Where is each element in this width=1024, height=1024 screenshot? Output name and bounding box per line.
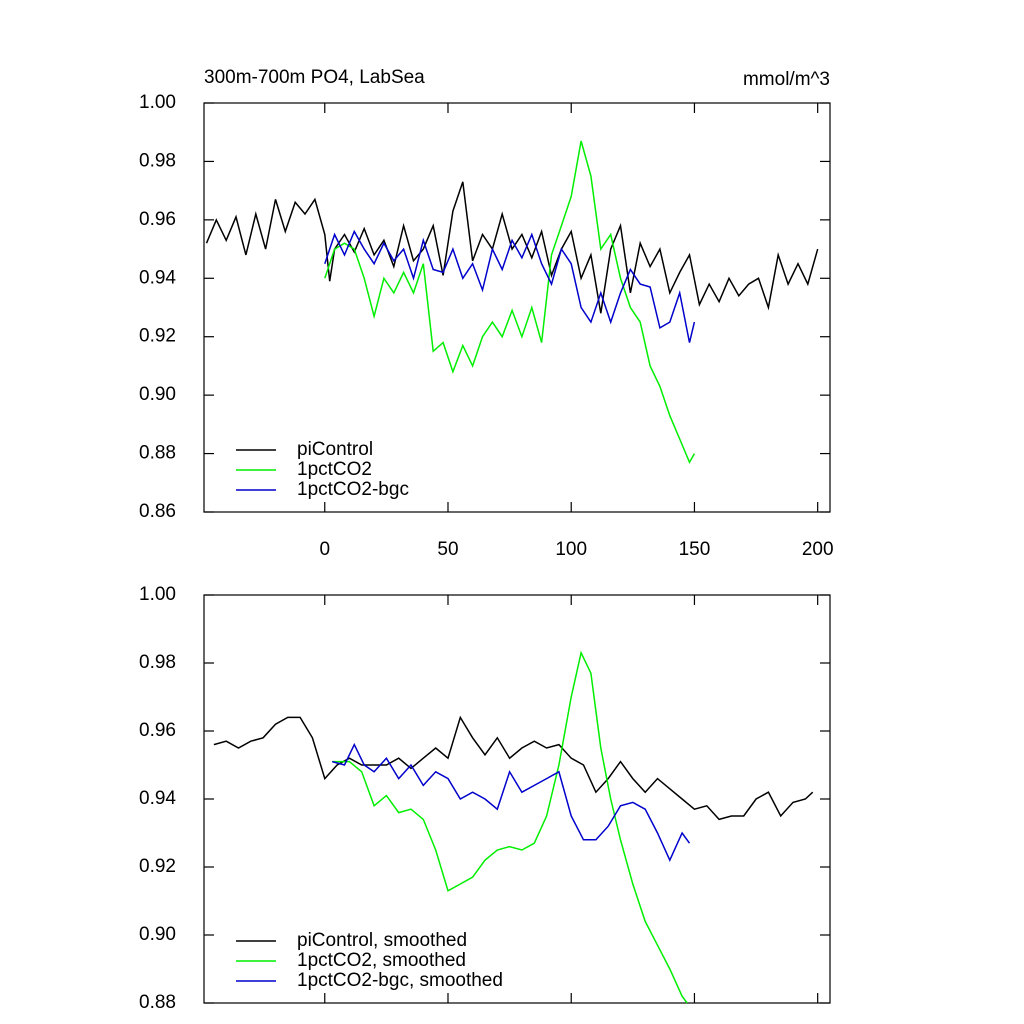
x-tick-label: 50 — [437, 539, 458, 560]
y-tick-label: 0.94 — [139, 267, 176, 288]
series-line — [205, 181, 819, 314]
legend-label: piControl, smoothed — [297, 930, 467, 951]
y-tick-label: 1.00 — [139, 584, 176, 605]
legend-label: 1pctCO2 — [297, 459, 372, 480]
y-tick-label: 0.90 — [139, 924, 176, 945]
y-tick-label: 0.92 — [139, 856, 176, 877]
series-line — [324, 229, 696, 343]
legend-label: 1pctCO2, smoothed — [297, 950, 466, 971]
x-tick-label: 150 — [679, 539, 711, 560]
x-tick-label: 0 — [319, 539, 330, 560]
series-line — [332, 650, 688, 1004]
series-line — [332, 742, 691, 863]
y-tick-label: 0.90 — [139, 384, 176, 405]
y-tick-label: 1.00 — [139, 92, 176, 113]
legend-label: 1pctCO2-bgc, smoothed — [297, 970, 503, 991]
y-tick-label: 0.98 — [139, 150, 176, 171]
y-tick-label: 0.96 — [139, 720, 176, 741]
y-tick-label: 0.92 — [139, 326, 176, 347]
y-tick-label: 0.86 — [139, 501, 176, 522]
x-tick-label: 100 — [555, 539, 587, 560]
y-tick-label: 0.96 — [139, 209, 176, 230]
legend-label: 1pctCO2-bgc — [297, 479, 409, 500]
x-tick-label: 200 — [802, 539, 834, 560]
y-tick-label: 0.88 — [139, 992, 176, 1013]
legend-label: piControl — [297, 439, 373, 460]
units-label: mmol/m^3 — [743, 69, 830, 90]
y-tick-label: 0.98 — [139, 652, 176, 673]
chart-title: 300m-700m PO4, LabSea — [204, 67, 425, 88]
plot-frame — [203, 102, 831, 513]
y-tick-label: 0.94 — [139, 788, 176, 809]
y-tick-label: 0.88 — [139, 443, 176, 464]
series-line — [324, 140, 696, 465]
series-line — [213, 715, 814, 821]
